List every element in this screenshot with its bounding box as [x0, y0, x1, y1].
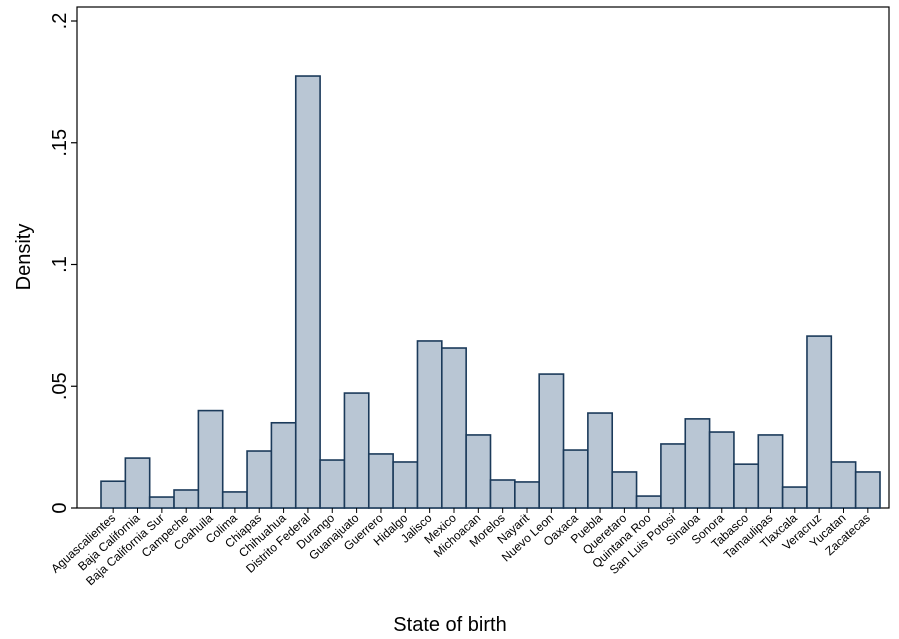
bar [562, 449, 589, 509]
y-tick-label: 0 [49, 502, 71, 513]
bar [757, 434, 784, 509]
y-axis-title: Density [13, 224, 35, 291]
bar [538, 373, 565, 509]
bar [294, 75, 321, 509]
bar [221, 491, 248, 509]
bar [514, 481, 540, 509]
bar [611, 471, 638, 509]
bar [148, 496, 175, 509]
bar [489, 479, 516, 509]
y-tick-label: .05 [49, 372, 71, 400]
bar [635, 495, 662, 509]
bar [416, 340, 443, 509]
bar [781, 486, 808, 509]
y-tick-label: .1 [49, 256, 71, 273]
bar [684, 418, 711, 509]
bar [830, 461, 857, 509]
y-tick-label: .2 [49, 13, 71, 30]
bar [124, 457, 151, 509]
bar [708, 431, 735, 509]
bar [197, 409, 224, 509]
x-axis-title: State of birth [393, 614, 506, 636]
bar [392, 461, 419, 509]
bar [173, 489, 200, 509]
bar [587, 412, 614, 509]
bar [441, 347, 467, 509]
bar [100, 480, 127, 509]
bar [343, 392, 370, 509]
bar [733, 463, 760, 509]
bar [367, 453, 394, 509]
bar [270, 421, 297, 509]
y-tick-label: .15 [49, 129, 71, 157]
bar [319, 459, 346, 509]
bar [465, 434, 492, 509]
bar [806, 335, 833, 509]
bar [660, 443, 687, 509]
bar [246, 450, 273, 509]
bar [854, 471, 881, 509]
